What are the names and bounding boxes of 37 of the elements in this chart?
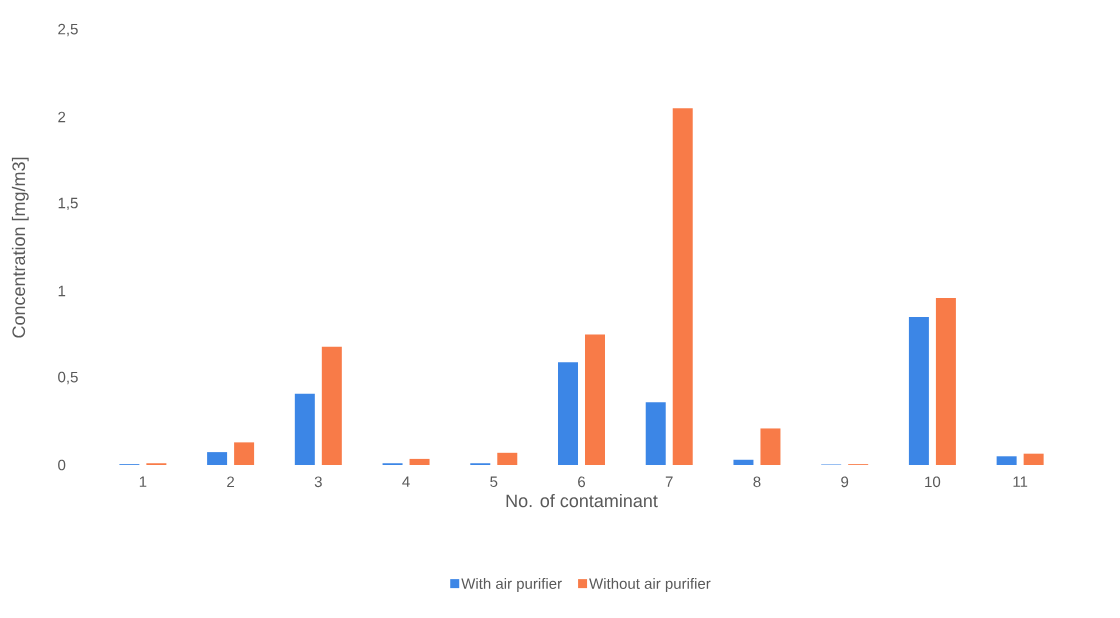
legend-label: With air purifier	[461, 577, 562, 592]
bar	[409, 458, 430, 465]
bar	[996, 456, 1017, 465]
x-tick-label: 2	[227, 476, 235, 487]
bar	[908, 317, 929, 465]
bar	[733, 459, 754, 465]
x-axis-title: No. of contaminant	[506, 494, 658, 508]
x-tick-label: 1	[139, 476, 147, 487]
bar	[207, 452, 228, 465]
x-tick-label: 10	[925, 476, 941, 488]
x-tick-label: 11	[1013, 476, 1028, 487]
bar	[321, 346, 342, 465]
x-tick-label: 3	[314, 476, 322, 488]
y-tick-label: 2,5	[58, 23, 78, 37]
bar	[1023, 453, 1044, 465]
y-tick-label: 2	[58, 111, 66, 123]
x-tick-label: 6	[578, 476, 586, 488]
bar	[558, 362, 578, 465]
bar	[497, 452, 518, 465]
y-tick-label: 1	[58, 285, 66, 297]
x-tick-label: 5	[490, 476, 498, 487]
bar	[935, 297, 956, 465]
y-tick-label: 0,5	[58, 371, 78, 385]
y-axis-title: Concentration [mg/m3]	[11, 157, 29, 338]
x-tick-label: 8	[753, 476, 761, 488]
x-tick-label: 7	[665, 476, 673, 487]
y-tick-label: 0	[58, 459, 66, 471]
bar	[645, 402, 666, 465]
x-tick-label: 4	[402, 476, 410, 487]
y-tick-label: 1,5	[58, 197, 78, 211]
bar	[294, 393, 315, 465]
bar	[672, 108, 693, 465]
bar	[760, 428, 781, 465]
bar	[585, 334, 605, 465]
bar	[234, 442, 255, 465]
x-tick-label: 9	[841, 476, 849, 488]
legend-label: Without air purifier	[589, 577, 711, 592]
